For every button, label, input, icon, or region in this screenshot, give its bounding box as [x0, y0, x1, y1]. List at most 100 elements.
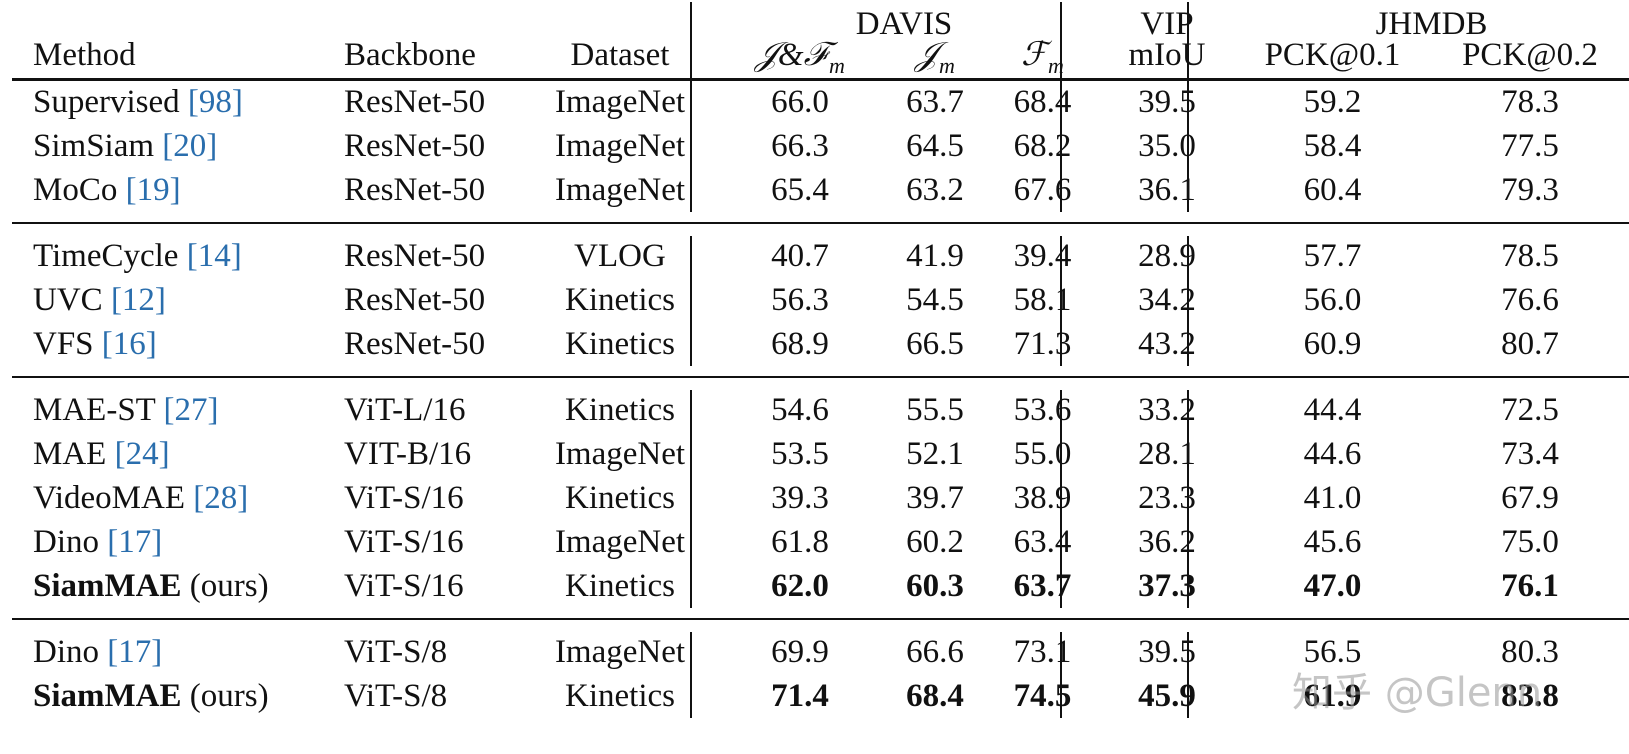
column-separator — [1060, 236, 1062, 366]
backbone-cell: ResNet-50 — [344, 322, 544, 366]
pck02-value: 77.5 — [1501, 128, 1559, 164]
miou-value: 39.5 — [1138, 634, 1196, 670]
method-name: SiamMAE — [33, 678, 182, 714]
miou-value: 43.2 — [1138, 326, 1196, 362]
pck01-value: 41.0 — [1303, 480, 1362, 516]
jf-cell: 69.9 — [725, 630, 875, 674]
jf-cell: 56.3 — [725, 278, 875, 322]
f-cell: 63.7 — [990, 564, 1095, 608]
citation-link: [17] — [107, 524, 163, 560]
jf-cell: 54.6 — [725, 388, 875, 432]
pck01-cell: 56.0 — [1234, 278, 1431, 322]
pck02-cell: 83.8 — [1431, 674, 1629, 718]
method-cell: MAE [24] — [33, 432, 333, 476]
pck01-value: 44.4 — [1303, 392, 1362, 428]
j-cell: 63.7 — [880, 80, 990, 124]
miou-value: 35.0 — [1138, 128, 1196, 164]
miou-value: 37.3 — [1138, 568, 1196, 604]
header-jf-mean: 𝒥&ℱm — [725, 33, 875, 78]
backbone-cell: ResNet-50 — [344, 278, 544, 322]
dataset-value: ImageNet — [554, 84, 686, 120]
method-name: MAE-ST — [33, 392, 156, 428]
pck01-value: 44.6 — [1303, 436, 1362, 472]
j-cell: 39.7 — [880, 476, 990, 520]
column-separator — [690, 632, 692, 718]
jf-value: 53.5 — [771, 436, 829, 472]
method-cell: Dino [17] — [33, 630, 333, 674]
jf-cell: 71.4 — [725, 674, 875, 718]
backbone-value: ResNet-50 — [344, 238, 486, 274]
dataset-cell: Kinetics — [540, 322, 700, 366]
pck02-cell: 67.9 — [1431, 476, 1629, 520]
j-cell: 68.4 — [880, 674, 990, 718]
f-cell: 68.2 — [990, 124, 1095, 168]
pck02-value: 79.3 — [1501, 172, 1559, 208]
pck01-value: 56.5 — [1303, 634, 1362, 670]
jf-cell: 62.0 — [725, 564, 875, 608]
header-method: Method — [33, 37, 136, 73]
method-name: TimeCycle — [33, 238, 179, 274]
jf-cell: 61.8 — [725, 520, 875, 564]
method-name: MoCo — [33, 172, 118, 208]
pck01-cell: 41.0 — [1234, 476, 1431, 520]
miou-cell: 28.9 — [1100, 234, 1234, 278]
method-name: Dino — [33, 634, 99, 670]
miou-value: 28.1 — [1138, 436, 1196, 472]
j-value: 54.5 — [906, 282, 964, 318]
citation-link: [12] — [110, 282, 166, 318]
column-separator — [1187, 390, 1189, 608]
f-cell: 74.5 — [990, 674, 1095, 718]
jf-value: 56.3 — [771, 282, 829, 318]
method-name: MAE — [33, 436, 107, 472]
miou-value: 33.2 — [1138, 392, 1196, 428]
j-value: 52.1 — [906, 436, 964, 472]
dataset-value: Kinetics — [565, 392, 675, 428]
method-name: UVC — [33, 282, 103, 318]
miou-value: 36.1 — [1138, 172, 1196, 208]
f-value: 68.4 — [1013, 84, 1072, 120]
method-cell: SiamMAE (ours) — [33, 564, 333, 608]
pck01-cell: 57.7 — [1234, 234, 1431, 278]
pck01-value: 60.9 — [1303, 326, 1362, 362]
jf-cell: 66.3 — [725, 124, 875, 168]
dataset-cell: Kinetics — [540, 564, 700, 608]
backbone-value: ResNet-50 — [344, 326, 486, 362]
dataset-value: Kinetics — [565, 678, 675, 714]
jf-value: 66.0 — [771, 84, 829, 120]
dataset-cell: ImageNet — [540, 630, 700, 674]
j-value: 39.7 — [906, 480, 964, 516]
citation-link: [14] — [186, 238, 242, 274]
f-value: 74.5 — [1013, 678, 1072, 714]
pck01-cell: 58.4 — [1234, 124, 1431, 168]
jf-cell: 39.3 — [725, 476, 875, 520]
dataset-cell: ImageNet — [540, 124, 700, 168]
j-value: 63.7 — [906, 84, 964, 120]
dataset-cell: ImageNet — [540, 432, 700, 476]
pck02-value: 78.5 — [1501, 238, 1559, 274]
group-rule — [12, 376, 1629, 378]
j-value: 60.3 — [906, 568, 964, 604]
pck02-cell: 78.5 — [1431, 234, 1629, 278]
jf-value: 66.3 — [771, 128, 829, 164]
backbone-cell: ViT-S/16 — [344, 520, 544, 564]
backbone-value: ResNet-50 — [344, 84, 486, 120]
pck01-value: 45.6 — [1303, 524, 1362, 560]
f-value: 67.6 — [1013, 172, 1072, 208]
f-cell: 53.6 — [990, 388, 1095, 432]
pck02-cell: 72.5 — [1431, 388, 1629, 432]
j-value: 64.5 — [906, 128, 964, 164]
dataset-value: VLOG — [574, 238, 666, 274]
citation-link: [20] — [162, 128, 218, 164]
group-rule — [12, 618, 1629, 620]
f-cell: 58.1 — [990, 278, 1095, 322]
method-name: VideoMAE — [33, 480, 185, 516]
f-value: 39.4 — [1013, 238, 1072, 274]
header-miou: mIoU — [1128, 37, 1206, 73]
miou-cell: 36.2 — [1100, 520, 1234, 564]
dataset-cell: ImageNet — [540, 168, 700, 212]
j-cell: 64.5 — [880, 124, 990, 168]
group-rule — [12, 222, 1629, 224]
pck01-value: 59.2 — [1303, 84, 1362, 120]
dataset-cell: Kinetics — [540, 476, 700, 520]
dataset-cell: Kinetics — [540, 278, 700, 322]
